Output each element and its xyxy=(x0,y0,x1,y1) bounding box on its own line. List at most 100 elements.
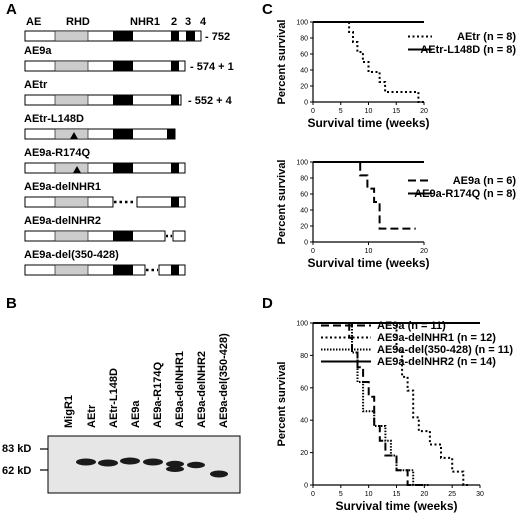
band-ae9a-delnhr1-lower xyxy=(166,466,184,472)
domain-label-rhd: RHD xyxy=(66,16,90,28)
construct-label-aetr: AEtr xyxy=(24,79,48,91)
chart-d: 0 20 40 60 80 100 0 5 10 15 20 25 30 Survival time (w… xyxy=(276,320,513,513)
x-tick-label: 20 xyxy=(420,248,428,255)
rhd-domain xyxy=(54,30,89,42)
mutation-marker xyxy=(73,166,81,173)
band-ae9a-delnhr1-upper xyxy=(166,460,184,468)
legend-label: AEtr (n = 8) xyxy=(457,31,516,43)
domain-label-nhr1: NHR1 xyxy=(130,16,160,28)
legend-label: AE9a-delNHR2 (n = 14) xyxy=(377,356,496,368)
panel-a-letter: A xyxy=(6,1,17,18)
series-line-2 xyxy=(313,322,430,486)
aetr-suffix: - 552 + 4 xyxy=(188,95,233,107)
legend-label: AE9a-R174Q (n = 8) xyxy=(414,188,516,200)
band-ae9a xyxy=(120,457,140,465)
y-tick-label: 20 xyxy=(300,84,308,91)
x-tick-label: 20 xyxy=(420,108,428,115)
y-tick-label: 0 xyxy=(304,483,308,490)
marker-62kd: 62 kD xyxy=(2,465,31,477)
lane-label-aetr-l148d: AEtr-L148D xyxy=(108,368,120,428)
y-tick-label: 40 xyxy=(300,418,308,425)
y-axis-label: Percent survival xyxy=(276,160,288,245)
y-tick-label: 80 xyxy=(300,36,308,43)
nhr4-domain xyxy=(186,31,195,41)
construct-label-ae9a: AE9a xyxy=(24,45,52,57)
construct-ae9a-del-350-428 xyxy=(24,264,186,276)
series-line-1 xyxy=(313,322,469,486)
y-tick-label: 60 xyxy=(300,52,308,59)
lane-label-migr1: MigR1 xyxy=(63,395,75,428)
y-tick-label: 20 xyxy=(300,224,308,231)
y-tick-label: 60 xyxy=(300,192,308,199)
domain-label-ae: AE xyxy=(26,16,41,28)
y-tick-label: 0 xyxy=(304,100,308,107)
y-tick-label: 100 xyxy=(296,20,308,27)
x-tick-label: 10 xyxy=(365,108,373,115)
band-ae9a-r174q xyxy=(143,458,163,466)
construct-ae9a: - 574 + 1 xyxy=(24,60,234,73)
construct-label-ae9a-r174q: AE9a-R174Q xyxy=(24,147,90,159)
x-tick-label: 0 xyxy=(311,491,315,498)
band-ae9a-del-350-428 xyxy=(210,470,228,478)
domain-label-nhr3: 3 xyxy=(185,16,191,28)
legend-label: AE9a-del(350-428) (n = 11) xyxy=(377,344,513,356)
y-tick-label: 60 xyxy=(300,385,308,392)
construct-labels: AE9a AEtr AEtr-L148D AE9a-R174Q AE9a-del… xyxy=(24,45,119,261)
x-tick-label: 30 xyxy=(476,491,484,498)
y-tick-label: 80 xyxy=(300,176,308,183)
lane-label-ae9a-r174q: AE9a-R174Q xyxy=(152,362,164,428)
legend-label: AE9a (n = 6) xyxy=(453,175,517,187)
nhr1-domain xyxy=(113,31,133,41)
panel-a: A AE RHD NHR1 2 3 4 - 752 AE9a AEtr AEtr… xyxy=(6,1,234,276)
panel-c: C xyxy=(262,1,273,18)
construct-ae9a-r174q xyxy=(24,162,186,174)
panel-d: D xyxy=(262,295,273,312)
panel-b-letter: B xyxy=(6,295,17,312)
construct-label-ae9a-delnhr1: AE9a-delNHR1 xyxy=(24,181,101,193)
y-tick-label: 80 xyxy=(300,353,308,360)
construct-label-aetr-l148d: AEtr-L148D xyxy=(24,113,84,125)
marker-83kd: 83 kD xyxy=(2,443,31,455)
series-line-0 xyxy=(313,21,424,103)
x-tick-label: 5 xyxy=(339,491,343,498)
mutation-marker xyxy=(70,132,78,139)
ae9a-suffix: - 574 + 1 xyxy=(190,61,234,73)
band-aetr xyxy=(76,458,96,466)
y-tick-label: 40 xyxy=(300,68,308,75)
panel-d-letter: D xyxy=(262,295,273,312)
lane-label-ae9a-del-350-428: AE9a-del(350-428) xyxy=(218,333,230,428)
y-tick-label: 40 xyxy=(300,208,308,215)
lane-label-ae9a: AE9a xyxy=(130,400,142,428)
domain-labels: AE RHD NHR1 2 3 4 xyxy=(26,16,207,28)
x-tick-label: 0 xyxy=(311,248,315,255)
domain-label-nhr2: 2 xyxy=(171,16,177,28)
x-tick-label: 0 xyxy=(311,108,315,115)
band-ae9a-delnhr2 xyxy=(187,461,205,469)
series-line-0 xyxy=(313,161,416,230)
blot-bands xyxy=(76,457,228,478)
lane-label-aetr: AEtr xyxy=(86,404,98,428)
construct-aetr: - 552 + 4 xyxy=(24,94,233,107)
y-tick-label: 100 xyxy=(296,160,308,167)
lane-label-ae9a-delnhr2: AE9a-delNHR2 xyxy=(196,351,208,428)
construct-aetr-l148d xyxy=(24,128,176,140)
construct-label-ae9a-delnhr2: AE9a-delNHR2 xyxy=(24,215,101,227)
y-axis-label: Percent survival xyxy=(276,362,288,447)
x-axis-label: Survival time (weeks) xyxy=(307,256,429,270)
band-aetr-l148d xyxy=(98,459,118,467)
x-axis-label: Survival time (weeks) xyxy=(307,116,429,130)
x-tick-label: 5 xyxy=(339,108,343,115)
lane-labels: MigR1 AEtr AEtr-L148D AE9a AE9a-R174Q AE… xyxy=(63,333,230,428)
lane-label-ae9a-delnhr1: AE9a-delNHR1 xyxy=(174,351,186,428)
panel-c-letter: C xyxy=(262,1,273,18)
y-tick-label: 20 xyxy=(300,450,308,457)
x-tick-label: 25 xyxy=(448,491,456,498)
x-tick-label: 10 xyxy=(365,491,373,498)
legend-label: AE9a-delNHR1 (n = 12) xyxy=(377,332,496,344)
legend-label: AEtr-L148D (n = 8) xyxy=(420,44,516,56)
construct-ae9a-delnhr2 xyxy=(24,230,186,242)
y-tick-label: 100 xyxy=(296,321,308,328)
